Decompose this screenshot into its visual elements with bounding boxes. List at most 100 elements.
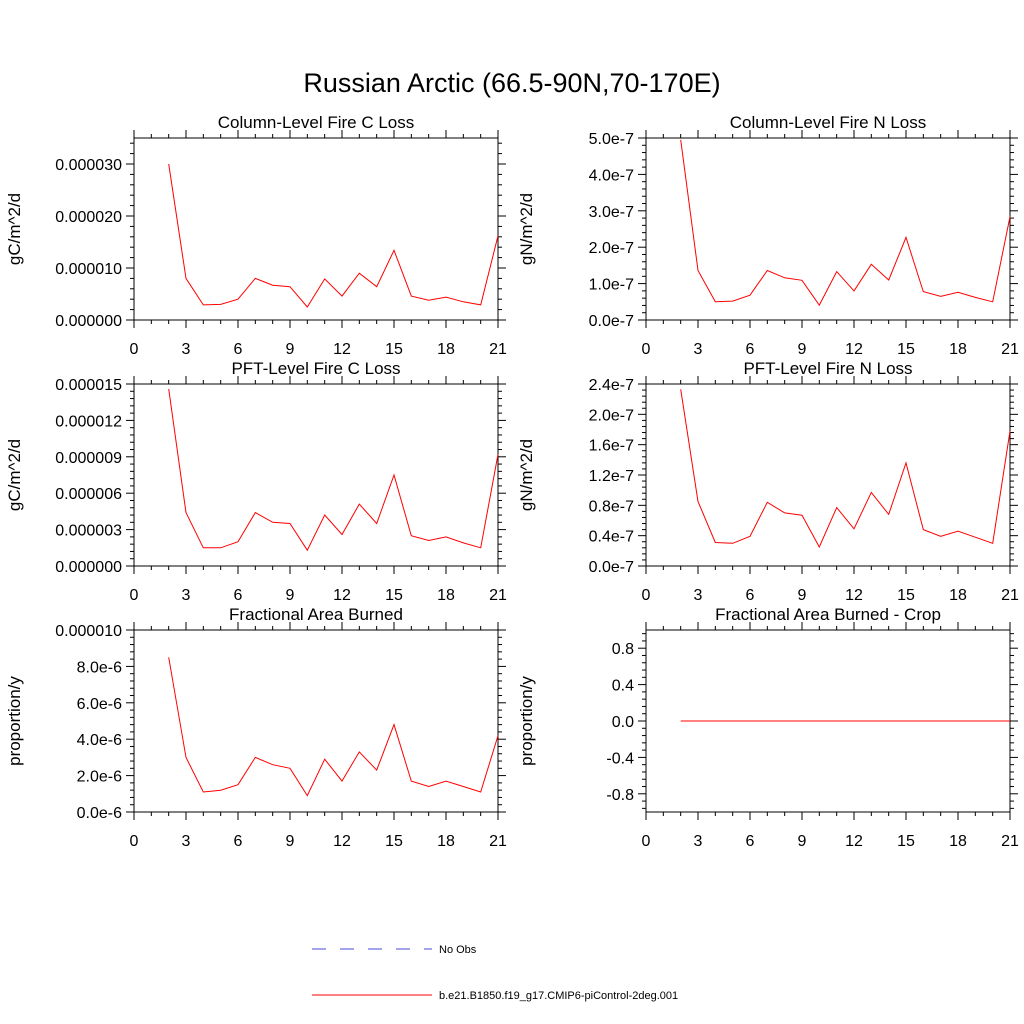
x-tick-label: 18 bbox=[949, 833, 967, 850]
series-line bbox=[680, 389, 1011, 549]
x-tick-label: 6 bbox=[746, 587, 755, 604]
y-tick-label: 0.000003 bbox=[55, 523, 122, 540]
y-tick-label: -0.4 bbox=[606, 750, 634, 767]
y-tick-label: 4.0e-7 bbox=[589, 167, 634, 184]
x-tick-label: 6 bbox=[234, 587, 243, 604]
x-tick-label: 3 bbox=[182, 833, 191, 850]
x-tick-label: 6 bbox=[234, 341, 243, 358]
x-tick-label: 0 bbox=[130, 833, 139, 850]
y-tick-label: 1.6e-7 bbox=[589, 438, 634, 455]
x-tick-label: 3 bbox=[694, 587, 703, 604]
x-tick-label: 6 bbox=[746, 341, 755, 358]
x-tick-label: 15 bbox=[385, 833, 403, 850]
panel-title: Column-Level Fire N Loss bbox=[730, 113, 927, 132]
legend-label-no-obs: No Obs bbox=[439, 944, 477, 956]
x-tick-label: 15 bbox=[897, 587, 915, 604]
x-tick-label: 9 bbox=[286, 341, 295, 358]
x-tick-label: 3 bbox=[182, 587, 191, 604]
y-tick-label: 0.000000 bbox=[55, 313, 122, 330]
x-tick-label: 0 bbox=[130, 341, 139, 358]
x-tick-label: 21 bbox=[489, 833, 507, 850]
y-tick-label: 0.0e-7 bbox=[589, 559, 634, 576]
y-tick-label: 3.0e-7 bbox=[589, 204, 634, 221]
x-tick-label: 21 bbox=[1001, 341, 1019, 358]
series-line bbox=[168, 388, 499, 552]
y-tick-label: 0.4 bbox=[612, 678, 634, 695]
panel-title: PFT-Level Fire N Loss bbox=[743, 359, 912, 378]
x-tick-label: 18 bbox=[949, 587, 967, 604]
x-tick-label: 21 bbox=[1001, 833, 1019, 850]
x-tick-label: 6 bbox=[746, 833, 755, 850]
y-tick-label: 0.000020 bbox=[55, 209, 122, 226]
y-tick-label: 1.0e-7 bbox=[589, 277, 634, 294]
x-tick-label: 9 bbox=[286, 833, 295, 850]
x-tick-label: 0 bbox=[130, 587, 139, 604]
panel-4: PFT-Level Fire N Loss gN/m^2/d 0 3 6 9 12 15 18 2… bbox=[517, 359, 1019, 604]
x-tick-label: 18 bbox=[437, 341, 455, 358]
x-tick-label: 21 bbox=[489, 587, 507, 604]
y-axis-label: gC/m^2/d bbox=[5, 193, 24, 265]
panel-2: Column-Level Fire N Loss gN/m^2/d 0 3 6 9 12 15… bbox=[517, 113, 1019, 358]
x-tick-label: 6 bbox=[234, 833, 243, 850]
series-line bbox=[680, 139, 1011, 307]
x-tick-label: 9 bbox=[798, 833, 807, 850]
y-tick-label: 8.0e-6 bbox=[77, 659, 122, 676]
panel-title: Fractional Area Burned - Crop bbox=[715, 605, 941, 624]
x-tick-label: 12 bbox=[333, 833, 351, 850]
legend: No Obs b.e21.B1850.f19_g17.CMIP6-piContr… bbox=[312, 944, 678, 1002]
y-axis-label: gN/m^2/d bbox=[517, 439, 536, 511]
x-tick-label: 12 bbox=[845, 833, 863, 850]
y-axis-label: proportion/y bbox=[5, 676, 24, 766]
panel-title: Column-Level Fire C Loss bbox=[218, 113, 415, 132]
y-tick-label: 0.000009 bbox=[55, 450, 122, 467]
x-tick-label: 15 bbox=[897, 833, 915, 850]
y-axis-label: gN/m^2/d bbox=[517, 193, 536, 265]
x-tick-label: 15 bbox=[385, 587, 403, 604]
panel-1: Column-Level Fire C Loss gC/m^2/d 0 3 6 9 12 15… bbox=[5, 113, 507, 358]
y-tick-label: -0.8 bbox=[606, 787, 634, 804]
panels: Column-Level Fire C Loss gC/m^2/d 0 3 6 9 12 15… bbox=[5, 113, 1019, 850]
x-tick-label: 0 bbox=[642, 833, 651, 850]
y-tick-label: 0.000030 bbox=[55, 157, 122, 174]
y-tick-label: 0.8e-7 bbox=[589, 498, 634, 515]
legend-label-model: b.e21.B1850.f19_g17.CMIP6-piControl-2deg… bbox=[439, 990, 678, 1002]
x-tick-label: 9 bbox=[798, 341, 807, 358]
x-tick-label: 18 bbox=[437, 587, 455, 604]
plot-frame bbox=[133, 629, 499, 813]
figure-title: Russian Arctic (66.5-90N,70-170E) bbox=[303, 68, 720, 98]
x-tick-label: 0 bbox=[642, 587, 651, 604]
x-tick-label: 0 bbox=[642, 341, 651, 358]
x-tick-label: 18 bbox=[949, 341, 967, 358]
y-tick-label: 0.000015 bbox=[55, 377, 122, 394]
y-axis-label: proportion/y bbox=[517, 676, 536, 766]
y-tick-label: 0.0e-7 bbox=[589, 313, 634, 330]
plot-frame bbox=[645, 383, 1011, 567]
x-tick-label: 9 bbox=[286, 587, 295, 604]
y-tick-label: 0.4e-7 bbox=[589, 529, 634, 546]
y-tick-label: 2.4e-7 bbox=[589, 377, 634, 394]
x-tick-label: 12 bbox=[845, 587, 863, 604]
x-tick-label: 12 bbox=[845, 341, 863, 358]
x-tick-label: 9 bbox=[798, 587, 807, 604]
series-line bbox=[168, 657, 499, 797]
y-tick-label: 5.0e-7 bbox=[589, 131, 634, 148]
y-tick-label: 2.0e-6 bbox=[77, 769, 122, 786]
y-tick-label: 0.000010 bbox=[55, 623, 122, 640]
panel-5: Fractional Area Burned proportion/y 0 3 6 9 12… bbox=[5, 605, 507, 850]
panel-6: Fractional Area Burned - Crop proportion/… bbox=[517, 605, 1019, 850]
plot-frame bbox=[133, 137, 499, 321]
y-tick-label: 0.000000 bbox=[55, 559, 122, 576]
panel-3: PFT-Level Fire C Loss gC/m^2/d 0 3 6 9 12 15 18 2… bbox=[5, 359, 507, 604]
y-tick-label: 0.000010 bbox=[55, 261, 122, 278]
x-tick-label: 12 bbox=[333, 341, 351, 358]
y-tick-label: 0.000006 bbox=[55, 486, 122, 503]
series-line bbox=[168, 163, 499, 308]
x-tick-label: 21 bbox=[1001, 587, 1019, 604]
y-tick-label: 1.2e-7 bbox=[589, 468, 634, 485]
panel-title: PFT-Level Fire C Loss bbox=[231, 359, 400, 378]
x-tick-label: 18 bbox=[437, 833, 455, 850]
y-tick-label: 0.8 bbox=[612, 641, 634, 658]
panel-title: Fractional Area Burned bbox=[229, 605, 403, 624]
x-tick-label: 15 bbox=[385, 341, 403, 358]
